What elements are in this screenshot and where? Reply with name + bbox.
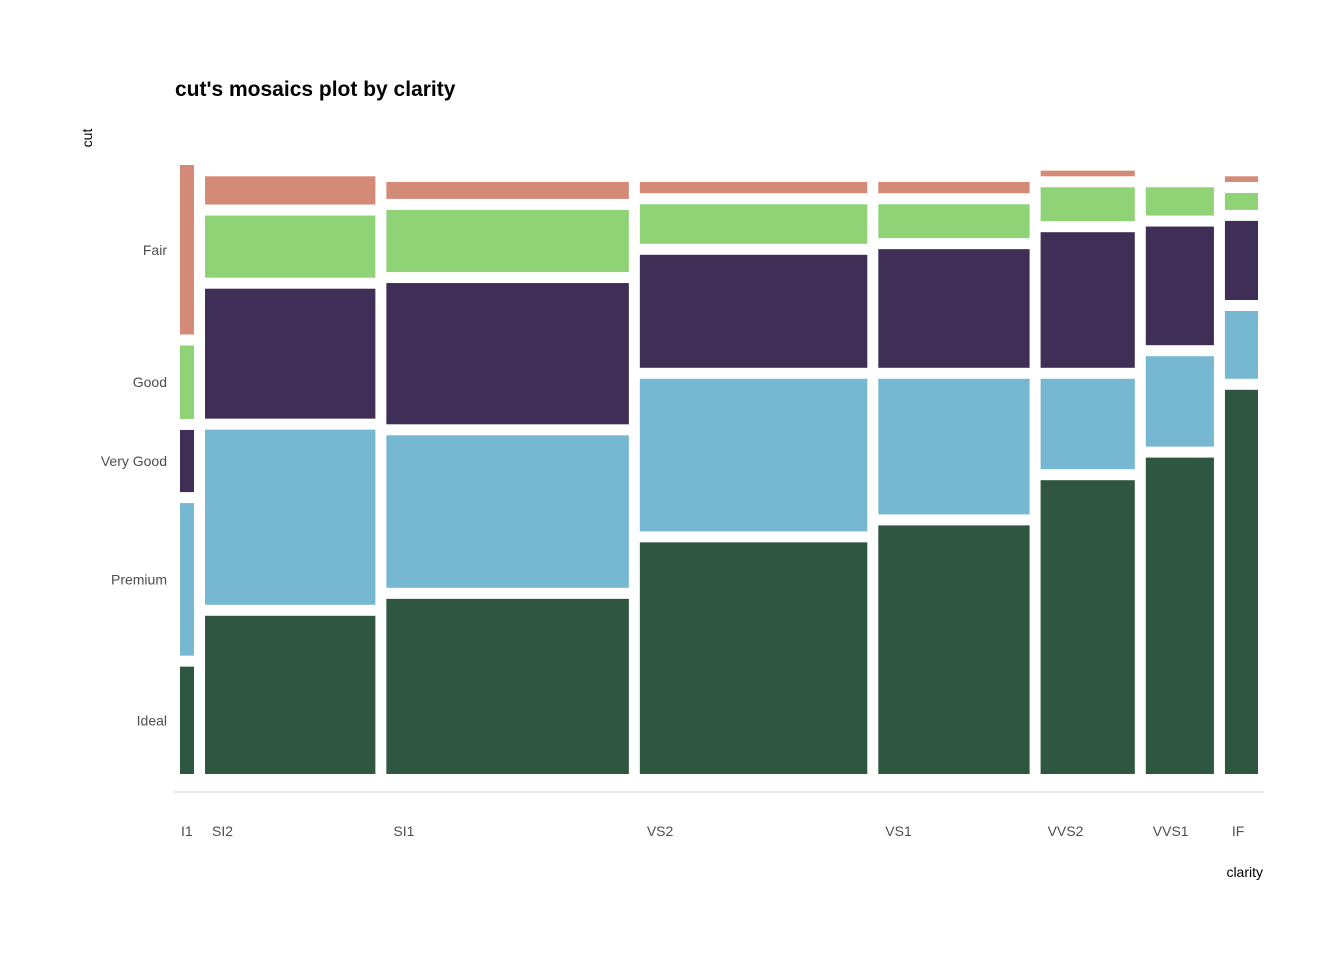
mosaic-cell-si2-fair [205,176,376,205]
mosaic-cell-if-premium [1224,311,1258,379]
mosaic-cell-vs2-fair [639,181,868,194]
x-tick-label-if: IF [1232,823,1244,839]
chart-title: cut's mosaics plot by clarity [175,78,456,101]
mosaic-cell-i1-fair [180,165,195,335]
mosaic-cell-si1-ideal [386,598,629,774]
mosaic-cell-vs2-premium [639,378,868,532]
mosaic-cell-si2-premium [205,429,376,605]
y-axis-label: cut [79,129,95,148]
mosaic-cell-if-very-good [1224,220,1258,300]
x-tick-label-vs2: VS2 [647,823,674,839]
mosaic-cell-vvs1-ideal [1145,457,1214,774]
x-tick-label-si2: SI2 [212,823,233,839]
mosaic-cell-vvs1-good [1145,187,1214,216]
mosaic-cell-si2-ideal [205,615,376,774]
mosaic-cell-vs2-good [639,204,868,244]
x-tick-label-i1: I1 [181,823,193,839]
mosaic-cell-si1-good [386,209,629,273]
mosaic-cell-vs1-good [878,204,1030,239]
mosaic-cell-if-fair [1224,176,1258,182]
mosaic-cell-i1-good [180,345,195,419]
mosaic-cell-vvs2-fair [1040,170,1135,177]
x-tick-label-si1: SI1 [393,823,414,839]
mosaic-cell-vvs2-ideal [1040,480,1135,774]
mosaic-cell-i1-very-good [180,429,195,493]
x-tick-labels: I1 SI2 SI1 VS2 VS1 VVS2 VVS1 IF [181,823,1244,839]
mosaic-cell-if-ideal [1224,389,1258,774]
y-tick-labels: Ideal Premium Very Good Good Fair [101,242,167,729]
mosaic-cell-si1-premium [386,435,629,588]
x-tick-label-vvs2: VVS2 [1048,823,1084,839]
mosaic-cell-vvs2-very-good [1040,232,1135,368]
mosaic-cell-si1-fair [386,181,629,199]
y-tick-label-ideal: Ideal [137,712,167,728]
mosaic-cell-vs1-very-good [878,249,1030,368]
mosaic-cell-vvs1-premium [1145,356,1214,447]
y-tick-label-premium: Premium [111,571,167,587]
y-tick-label-good: Good [133,374,167,390]
mosaic-cell-vs2-very-good [639,254,868,368]
mosaic-cell-vvs2-premium [1040,378,1135,470]
x-tick-label-vs1: VS1 [885,823,912,839]
mosaic-cell-i1-ideal [180,666,195,774]
mosaic-cell-if-good [1224,192,1258,210]
mosaic-cell-vs1-premium [878,378,1030,515]
mosaic-cell-vvs1-very-good [1145,226,1214,346]
mosaic-cell-si1-very-good [386,283,629,425]
y-tick-label-fair: Fair [143,242,167,258]
x-axis-label: clarity [1226,864,1263,880]
mosaic-cells [180,165,1258,774]
mosaic-cell-i1-premium [180,503,195,656]
y-tick-label-very-good: Very Good [101,453,167,469]
mosaic-cell-vs2-ideal [639,542,868,774]
mosaic-cell-vs1-fair [878,181,1030,194]
mosaic-cell-vs1-ideal [878,525,1030,774]
mosaic-cell-si2-good [205,215,376,278]
mosaic-cell-si2-very-good [205,288,376,419]
x-tick-label-vvs1: VVS1 [1153,823,1189,839]
mosaic-cell-vvs2-good [1040,187,1135,222]
